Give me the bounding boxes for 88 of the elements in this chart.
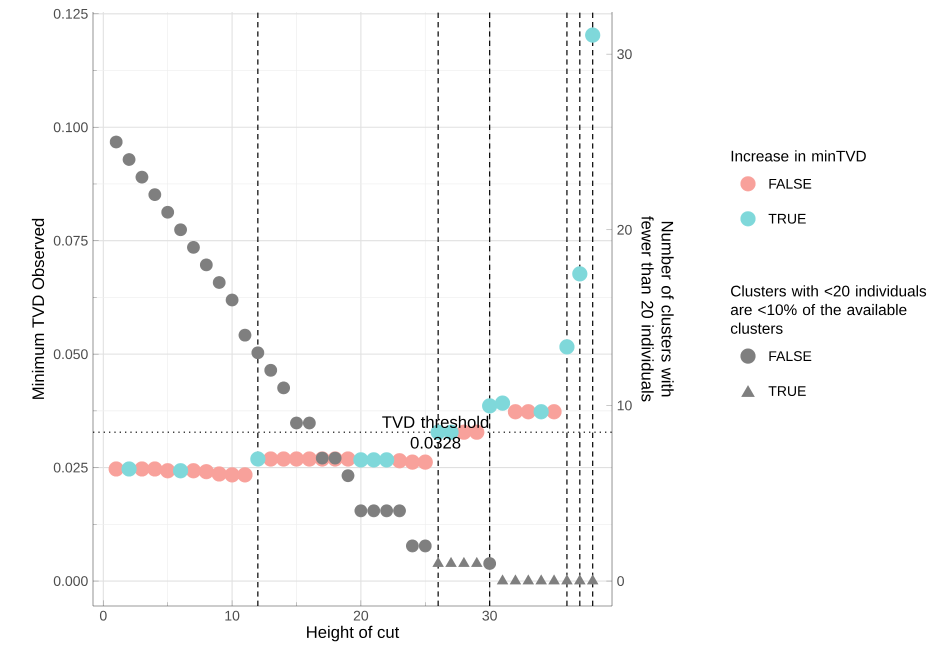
point xyxy=(212,276,226,289)
y-tick-label: 0.025 xyxy=(54,462,88,473)
point xyxy=(572,266,588,282)
point xyxy=(251,346,264,360)
point xyxy=(342,469,354,482)
point xyxy=(108,461,124,477)
point xyxy=(559,339,575,354)
point xyxy=(226,294,238,306)
point xyxy=(445,557,457,567)
legend-label: TRUE xyxy=(768,386,806,396)
x-tick-label: 20 xyxy=(354,610,368,621)
legend-label: FALSE xyxy=(769,178,812,189)
y2-tick-label: 20 xyxy=(617,224,632,235)
point xyxy=(160,463,176,478)
point xyxy=(418,454,433,470)
point xyxy=(520,404,536,420)
point xyxy=(534,404,549,420)
point xyxy=(536,574,547,584)
point xyxy=(121,461,137,477)
point xyxy=(161,206,174,219)
point xyxy=(122,153,136,166)
point xyxy=(379,452,394,468)
y-axis-title: Minimum TVD Observed xyxy=(32,218,44,399)
point xyxy=(546,404,562,420)
point xyxy=(574,574,586,584)
point xyxy=(561,574,573,584)
legend-label: TRUE xyxy=(768,214,806,224)
point xyxy=(354,504,368,518)
point xyxy=(250,451,266,467)
x-tick-label: 0 xyxy=(100,610,107,621)
point xyxy=(483,557,496,570)
text: Increase in minTVD xyxy=(732,150,866,162)
y-tick-label: 0.075 xyxy=(54,236,88,246)
point xyxy=(404,454,420,470)
point xyxy=(264,364,278,377)
point xyxy=(380,504,394,518)
point xyxy=(302,451,317,467)
point xyxy=(367,504,380,518)
point xyxy=(277,381,290,394)
point xyxy=(508,404,524,420)
point xyxy=(172,463,188,478)
point xyxy=(510,574,522,584)
point xyxy=(482,398,498,414)
point xyxy=(471,557,482,567)
point xyxy=(432,557,444,567)
point xyxy=(174,223,187,236)
y-tick-label: 0.100 xyxy=(54,122,88,132)
point xyxy=(200,258,213,272)
point xyxy=(147,461,162,477)
point xyxy=(458,557,470,567)
point xyxy=(237,467,253,482)
point xyxy=(366,452,382,468)
x-axis-title: Height of cut xyxy=(307,626,400,642)
point xyxy=(290,416,303,430)
ref-line-label: TVD threshold 0.0328 xyxy=(382,416,488,449)
point xyxy=(418,540,432,552)
point xyxy=(276,451,292,467)
point xyxy=(494,396,510,411)
text: Clusters with <20 individuals are <10% of the available clusters xyxy=(730,285,926,334)
y2-axis-title: Number of clusters with fewer than 20 individuals xyxy=(641,216,674,402)
point xyxy=(496,574,508,584)
point xyxy=(224,467,240,482)
y-tick-label: 0.050 xyxy=(54,349,88,360)
point xyxy=(340,451,356,467)
point xyxy=(136,170,148,184)
y-tick-label: 0.125 xyxy=(54,8,88,19)
point xyxy=(288,451,304,467)
point xyxy=(187,240,200,254)
point xyxy=(302,416,316,430)
point xyxy=(522,574,534,584)
x-tick-label: 30 xyxy=(482,610,497,621)
point xyxy=(148,188,162,202)
y2-tick-label: 30 xyxy=(617,49,632,60)
point xyxy=(238,328,252,342)
y-tick-label: 0.000 xyxy=(54,576,88,586)
point xyxy=(393,504,406,518)
point xyxy=(353,452,368,468)
point xyxy=(110,136,123,148)
point xyxy=(212,466,227,482)
point xyxy=(585,28,600,43)
point xyxy=(587,574,598,584)
y2-tick-label: 10 xyxy=(618,400,632,410)
legend-label: FALSE xyxy=(769,351,812,362)
point xyxy=(548,574,560,584)
point xyxy=(406,540,419,552)
x-tick-label: 10 xyxy=(225,610,240,621)
y2-tick-label: 0 xyxy=(617,576,624,586)
point xyxy=(198,464,214,480)
